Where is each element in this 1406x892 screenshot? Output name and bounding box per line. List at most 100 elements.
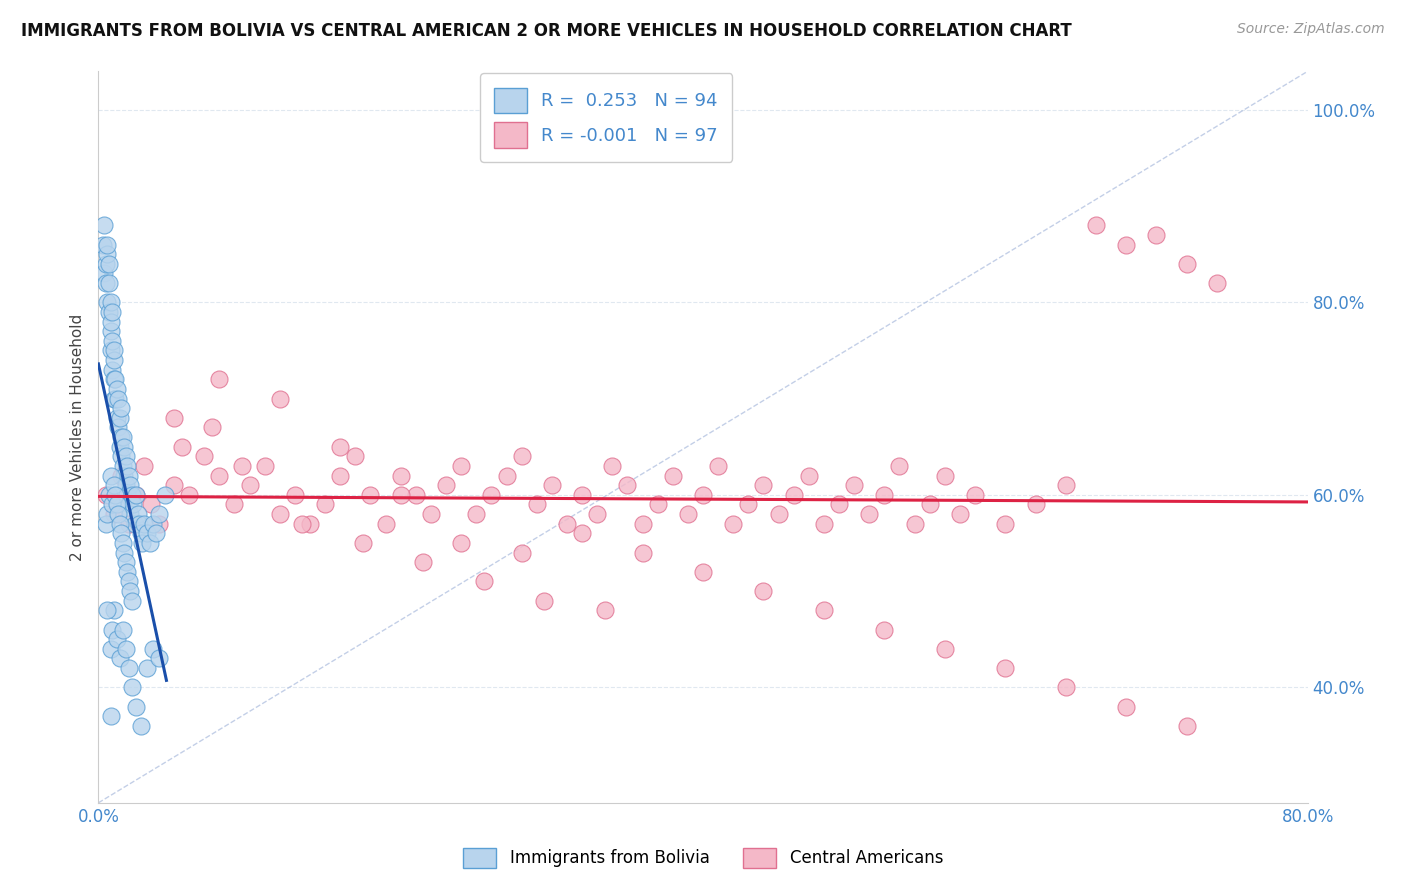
Point bbox=[253, 458, 276, 473]
Point bbox=[1054, 478, 1077, 492]
Point bbox=[125, 699, 148, 714]
Point bbox=[153, 488, 176, 502]
Point bbox=[163, 478, 186, 492]
Point bbox=[571, 526, 593, 541]
Point bbox=[239, 478, 262, 492]
Point bbox=[100, 324, 122, 338]
Point bbox=[108, 410, 131, 425]
Point bbox=[647, 498, 669, 512]
Point bbox=[631, 545, 654, 559]
Point bbox=[526, 498, 548, 512]
Point bbox=[360, 488, 382, 502]
Point bbox=[110, 468, 132, 483]
Text: IMMIGRANTS FROM BOLIVIA VS CENTRAL AMERICAN 2 OR MORE VEHICLES IN HOUSEHOLD CORR: IMMIGRANTS FROM BOLIVIA VS CENTRAL AMERI… bbox=[21, 22, 1071, 40]
Point bbox=[1144, 227, 1167, 242]
Point bbox=[103, 478, 125, 492]
Point bbox=[105, 632, 128, 647]
Point bbox=[100, 468, 122, 483]
Point bbox=[104, 392, 127, 406]
Point bbox=[934, 468, 956, 483]
Point bbox=[193, 450, 215, 464]
Point bbox=[707, 458, 730, 473]
Point bbox=[768, 507, 790, 521]
Point bbox=[224, 498, 246, 512]
Point bbox=[142, 641, 165, 656]
Point bbox=[602, 458, 624, 473]
Point bbox=[100, 343, 122, 358]
Point bbox=[450, 458, 472, 473]
Point bbox=[904, 516, 927, 531]
Point bbox=[129, 526, 152, 541]
Point bbox=[98, 305, 121, 319]
Point bbox=[115, 458, 138, 473]
Point bbox=[1085, 219, 1108, 233]
Point bbox=[692, 565, 714, 579]
Point bbox=[103, 507, 125, 521]
Point bbox=[108, 440, 131, 454]
Point bbox=[844, 478, 866, 492]
Point bbox=[121, 593, 143, 607]
Point bbox=[101, 334, 124, 348]
Point bbox=[918, 498, 941, 512]
Point bbox=[94, 257, 117, 271]
Point bbox=[889, 458, 911, 473]
Point bbox=[593, 603, 616, 617]
Point bbox=[131, 536, 153, 550]
Point bbox=[139, 536, 162, 550]
Point bbox=[108, 651, 131, 665]
Point bbox=[533, 593, 555, 607]
Point bbox=[374, 516, 396, 531]
Point bbox=[94, 516, 117, 531]
Point bbox=[93, 219, 115, 233]
Point bbox=[110, 401, 132, 416]
Point bbox=[101, 362, 124, 376]
Point bbox=[111, 536, 134, 550]
Point bbox=[112, 468, 135, 483]
Point bbox=[1115, 237, 1137, 252]
Point bbox=[828, 498, 851, 512]
Point bbox=[145, 526, 167, 541]
Point bbox=[96, 507, 118, 521]
Point bbox=[208, 372, 231, 386]
Point bbox=[148, 507, 170, 521]
Point bbox=[994, 516, 1017, 531]
Point bbox=[299, 516, 322, 531]
Point bbox=[127, 507, 149, 521]
Point bbox=[103, 372, 125, 386]
Point bbox=[108, 516, 131, 531]
Point bbox=[284, 488, 307, 502]
Point bbox=[122, 498, 145, 512]
Point bbox=[120, 584, 142, 599]
Point bbox=[148, 651, 170, 665]
Point bbox=[510, 450, 533, 464]
Point bbox=[135, 661, 157, 675]
Point bbox=[676, 507, 699, 521]
Y-axis label: 2 or more Vehicles in Household: 2 or more Vehicles in Household bbox=[69, 313, 84, 561]
Point bbox=[93, 267, 115, 281]
Point bbox=[858, 507, 880, 521]
Point bbox=[94, 488, 117, 502]
Point bbox=[269, 392, 291, 406]
Point bbox=[105, 410, 128, 425]
Point bbox=[112, 440, 135, 454]
Point bbox=[114, 555, 136, 569]
Point bbox=[135, 526, 157, 541]
Point bbox=[510, 545, 533, 559]
Point bbox=[110, 430, 132, 444]
Point bbox=[412, 555, 434, 569]
Point bbox=[752, 584, 775, 599]
Point bbox=[163, 410, 186, 425]
Point bbox=[949, 507, 972, 521]
Point bbox=[111, 430, 134, 444]
Point bbox=[352, 536, 374, 550]
Point bbox=[132, 516, 155, 531]
Point bbox=[91, 237, 114, 252]
Point bbox=[114, 641, 136, 656]
Point bbox=[118, 468, 141, 483]
Point bbox=[692, 488, 714, 502]
Point bbox=[314, 498, 336, 512]
Point bbox=[555, 516, 578, 531]
Legend: Immigrants from Bolivia, Central Americans: Immigrants from Bolivia, Central America… bbox=[457, 841, 949, 875]
Point bbox=[110, 526, 132, 541]
Point bbox=[329, 440, 352, 454]
